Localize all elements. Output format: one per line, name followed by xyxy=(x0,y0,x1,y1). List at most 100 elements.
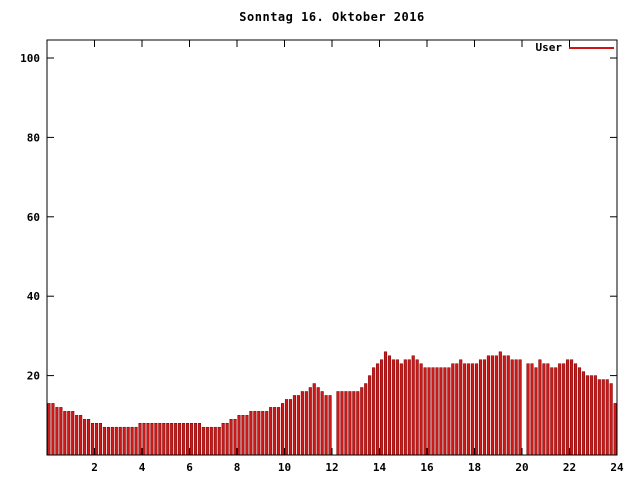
bar xyxy=(118,426,122,456)
x-tick-label: 6 xyxy=(186,461,193,474)
bar xyxy=(399,363,403,456)
bar xyxy=(87,419,91,456)
bar xyxy=(344,391,348,456)
bar xyxy=(162,422,166,456)
bar xyxy=(407,359,411,456)
bar xyxy=(419,363,423,456)
bar xyxy=(233,419,237,456)
bar xyxy=(490,355,494,456)
bar xyxy=(391,359,395,456)
y-tick-label: 40 xyxy=(27,290,40,303)
bar xyxy=(300,391,304,456)
bar xyxy=(126,426,130,456)
bar xyxy=(225,422,229,456)
x-tick-label: 14 xyxy=(373,461,387,474)
bar xyxy=(459,359,463,456)
bar xyxy=(245,415,249,456)
bar xyxy=(253,411,257,456)
bar xyxy=(102,426,106,456)
bar xyxy=(502,355,506,456)
bar xyxy=(237,415,241,456)
bar xyxy=(241,415,245,456)
chart-title: Sonntag 16. Oktober 2016 xyxy=(239,10,425,24)
bar xyxy=(197,422,201,456)
bar xyxy=(573,363,578,456)
x-tick-label: 24 xyxy=(610,461,624,474)
bar xyxy=(558,363,562,456)
bar xyxy=(498,351,502,456)
bar xyxy=(106,426,110,456)
bar xyxy=(269,407,273,456)
bar xyxy=(316,387,320,456)
x-tick-label: 20 xyxy=(515,461,528,474)
bar xyxy=(455,363,459,456)
x-tick-label: 18 xyxy=(468,461,481,474)
bar xyxy=(189,422,194,456)
bar xyxy=(75,415,79,456)
bar xyxy=(94,422,99,456)
bar xyxy=(506,355,510,456)
bar xyxy=(67,411,71,456)
bar xyxy=(566,359,570,456)
bar xyxy=(257,411,261,456)
bar xyxy=(379,359,384,456)
bar xyxy=(360,387,364,456)
bar xyxy=(166,422,170,456)
bar xyxy=(403,359,407,456)
bar xyxy=(431,367,435,456)
bar xyxy=(443,367,447,456)
bar xyxy=(554,367,558,456)
bar xyxy=(174,422,178,456)
bar xyxy=(221,422,225,456)
bar xyxy=(387,355,392,456)
bar xyxy=(447,367,451,456)
bar xyxy=(589,375,593,456)
bar xyxy=(550,367,554,456)
bar xyxy=(170,422,174,456)
bar xyxy=(577,367,582,456)
bar xyxy=(158,422,162,456)
bar xyxy=(213,426,217,456)
bar xyxy=(182,422,186,456)
bar xyxy=(356,391,360,456)
bar xyxy=(273,407,277,456)
bar xyxy=(376,363,380,456)
bar xyxy=(383,351,388,456)
x-tick-label: 12 xyxy=(325,461,338,474)
x-tick-label: 2 xyxy=(91,461,98,474)
bar xyxy=(265,411,269,456)
bar xyxy=(59,407,63,456)
bar xyxy=(494,355,498,456)
bar xyxy=(530,363,534,456)
bar xyxy=(538,359,542,456)
bar xyxy=(423,367,427,456)
bar xyxy=(261,411,265,456)
bar xyxy=(249,411,253,456)
bar xyxy=(562,363,566,456)
bar xyxy=(348,391,352,456)
bar xyxy=(312,383,316,456)
bar xyxy=(486,355,490,456)
bar xyxy=(534,367,538,456)
bar xyxy=(475,363,479,456)
bar xyxy=(601,379,605,456)
bar xyxy=(463,363,467,456)
bar xyxy=(435,367,439,456)
bar xyxy=(186,422,190,456)
y-tick-label: 60 xyxy=(27,211,40,224)
bar xyxy=(609,383,613,456)
bar xyxy=(308,387,312,456)
bar xyxy=(427,367,431,456)
bar xyxy=(150,422,154,456)
bar xyxy=(518,359,522,456)
bar xyxy=(193,422,198,456)
x-tick-label: 4 xyxy=(139,461,146,474)
bar xyxy=(585,375,589,456)
bar xyxy=(368,375,372,456)
bar xyxy=(581,371,586,456)
bar xyxy=(593,375,597,456)
bar xyxy=(122,426,126,456)
bar xyxy=(510,359,514,456)
bar xyxy=(288,399,293,456)
